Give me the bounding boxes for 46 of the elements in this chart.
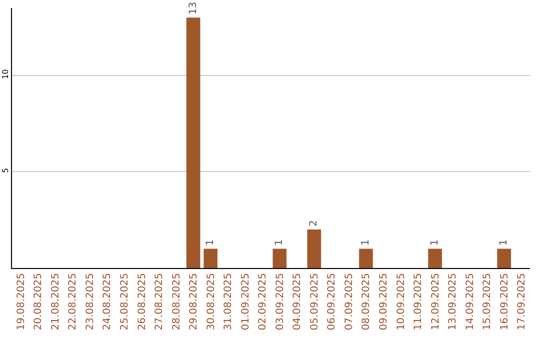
bar bbox=[186, 18, 200, 268]
x-tick-label: 21.08.2025 bbox=[50, 273, 62, 330]
x-tick-label: 20.08.2025 bbox=[33, 273, 44, 330]
x-tick-label: 14.09.2025 bbox=[464, 273, 476, 330]
x-tick-label: 17.09.2025 bbox=[516, 273, 528, 330]
x-tick-label: 02.09.2025 bbox=[258, 273, 269, 330]
x-tick-label: 05.09.2025 bbox=[309, 273, 320, 330]
y-tick-label: 5 bbox=[0, 168, 10, 174]
x-tick-label: 19.08.2025 bbox=[16, 273, 27, 330]
x-tick-label: 22.08.2025 bbox=[68, 273, 79, 330]
data-label: 1 bbox=[205, 239, 216, 246]
bar bbox=[272, 248, 287, 268]
x-tick-label: 28.08.2025 bbox=[171, 273, 182, 330]
x-tick-label: 08.09.2025 bbox=[361, 273, 372, 330]
x-tick-label: 06.09.2025 bbox=[326, 273, 338, 330]
x-tick-label: 10.09.2025 bbox=[396, 273, 407, 330]
data-label: 1 bbox=[360, 239, 372, 246]
data-label: 13 bbox=[188, 2, 199, 15]
x-tick-label: 12.09.2025 bbox=[430, 273, 442, 330]
x-tick-label: 01.09.2025 bbox=[240, 273, 252, 330]
x-tick-label: 11.09.2025 bbox=[413, 273, 424, 330]
data-label: 1 bbox=[274, 239, 286, 246]
x-tick-label: 26.08.2025 bbox=[136, 273, 148, 330]
x-tick-label: 27.08.2025 bbox=[154, 273, 166, 330]
x-tick-label: 15.09.2025 bbox=[482, 273, 494, 330]
bar bbox=[428, 248, 442, 268]
x-tick-label: 07.09.2025 bbox=[344, 273, 355, 330]
x-tick-label: 16.09.2025 bbox=[499, 273, 510, 330]
x-tick-label: 31.08.2025 bbox=[223, 273, 234, 330]
x-tick-label: 09.09.2025 bbox=[378, 273, 390, 330]
y-tick-label: 10 bbox=[0, 69, 10, 80]
bar bbox=[307, 229, 322, 268]
x-tick-label: 29.08.2025 bbox=[188, 273, 200, 330]
x-tick-label: 04.09.2025 bbox=[292, 273, 304, 330]
x-tick-label: 30.08.2025 bbox=[206, 273, 217, 330]
bar bbox=[497, 248, 512, 268]
x-tick-label: 24.08.2025 bbox=[102, 273, 114, 330]
bar bbox=[359, 248, 373, 268]
data-label: 1 bbox=[498, 239, 510, 246]
bar bbox=[204, 248, 218, 268]
data-label: 2 bbox=[308, 220, 320, 226]
x-tick-label: 23.08.2025 bbox=[84, 273, 96, 330]
data-label: 1 bbox=[430, 239, 441, 246]
x-tick-label: 03.09.2025 bbox=[274, 273, 286, 330]
x-tick-label: 13.09.2025 bbox=[448, 273, 459, 330]
x-tick-label: 25.08.2025 bbox=[119, 273, 130, 330]
